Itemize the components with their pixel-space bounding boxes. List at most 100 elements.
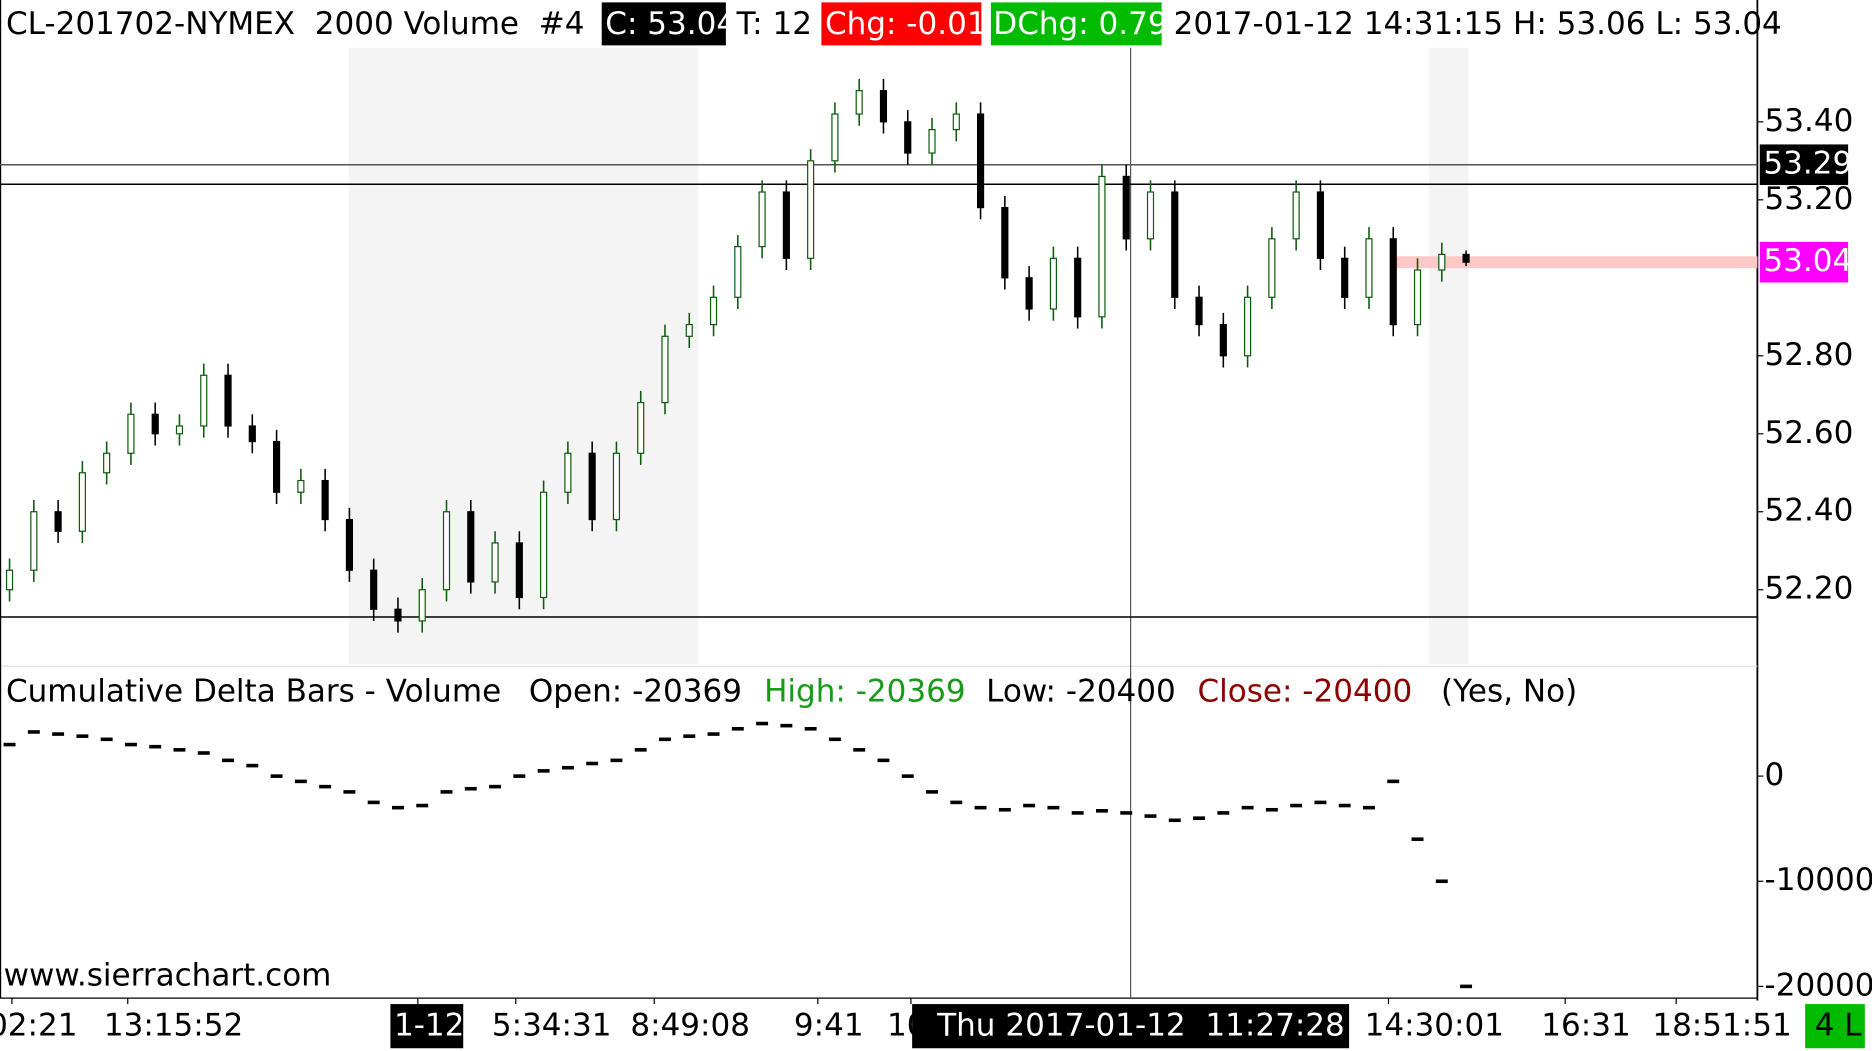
x-tick-label: 16:31 <box>1541 1008 1630 1044</box>
candle-body <box>200 374 208 427</box>
candle-body <box>1244 296 1252 357</box>
trades: T: 12 <box>736 6 812 42</box>
y-tick-label: 52.80 <box>1765 337 1854 373</box>
candle-body <box>151 413 159 435</box>
candle-body <box>442 511 451 591</box>
candle-body <box>54 511 62 532</box>
candle-body <box>1219 323 1227 357</box>
candle-body <box>78 472 86 532</box>
y-tick-label: 52.40 <box>1765 493 1854 529</box>
candle-body <box>1146 191 1155 240</box>
y-tick-label: -10000 <box>1765 862 1872 898</box>
candle-body <box>5 569 14 591</box>
dchange-box <box>990 2 1162 46</box>
session-shade <box>348 47 699 664</box>
status-box <box>1805 1004 1865 1049</box>
candle-body <box>1268 238 1276 298</box>
daily-change: DChg: 0.79 <box>993 6 1167 42</box>
candle-body <box>1292 191 1300 240</box>
candle-body <box>928 129 936 154</box>
x-tick-label: 14:30:01 <box>1365 1008 1504 1044</box>
candle-body <box>1049 257 1057 310</box>
y-tick-label: 0 <box>1765 757 1785 793</box>
candle-body <box>345 518 353 571</box>
candle-body <box>103 452 111 474</box>
candle-body <box>1413 269 1422 326</box>
candle-body <box>685 323 693 337</box>
candle-body <box>418 589 426 622</box>
candle-body <box>297 479 305 493</box>
candle-body <box>1462 253 1470 263</box>
candle-body <box>831 113 839 162</box>
candle-body <box>1074 257 1082 318</box>
candle-body <box>588 452 596 521</box>
y-tick-label: 53.20 <box>1765 181 1854 217</box>
candle-body <box>782 191 790 259</box>
cursor-box <box>912 1004 1350 1049</box>
status: 4 L <box>1815 1008 1863 1044</box>
candle-body <box>1438 253 1446 271</box>
footer: www.sierrachart.com <box>4 958 332 994</box>
candle-body <box>1365 238 1373 298</box>
candle-body <box>1316 191 1325 259</box>
cursor-label: Thu 2017-01-12 11:27:28 <box>936 1008 1345 1044</box>
study-flags: (Yes, No) <box>1441 673 1577 709</box>
candle-body <box>540 491 548 599</box>
study-low: Low: -20400 <box>986 673 1176 709</box>
x-tick-label: 13:15:52 <box>104 1008 243 1044</box>
price-panel: 52.20 52.40 52.60 52.80 53.20 53.40 53.29 53.04 <box>0 78 1854 633</box>
candle-body <box>855 90 863 115</box>
candle-body <box>661 335 669 404</box>
candle-body <box>1098 175 1106 318</box>
delta-panel: 0 -10000 -20000 <box>3 721 1872 1003</box>
y-tick-label: -20000 <box>1765 967 1872 1003</box>
candle-body <box>491 542 499 583</box>
candle-body <box>127 413 135 454</box>
session-shade <box>1429 47 1469 664</box>
price-label: 53.29 <box>1763 146 1852 182</box>
candle-body <box>879 90 888 123</box>
candle-body <box>709 296 718 326</box>
price-label-box <box>1759 144 1849 186</box>
study-title: Cumulative Delta Bars - Volume <box>6 673 501 709</box>
candle-body <box>1171 191 1179 298</box>
x-tick-label: 8:49:08 <box>630 1008 750 1044</box>
change-box <box>821 2 982 46</box>
close: C: 53.04 <box>605 6 736 42</box>
candle-body <box>1195 296 1203 326</box>
candle-body <box>807 160 815 259</box>
candle-body <box>976 113 985 209</box>
candle-body <box>321 479 329 521</box>
candle-body <box>734 246 742 298</box>
date-box <box>390 1004 464 1049</box>
candle-body <box>1025 277 1033 310</box>
y-tick-label: 52.20 <box>1765 571 1854 607</box>
x-tick-label: 1-12 <box>394 1008 464 1044</box>
candle-body <box>952 113 960 131</box>
study-high: High: -20369 <box>764 673 966 709</box>
y-tick-label: 53.40 <box>1765 103 1854 139</box>
price-label-box <box>1759 241 1849 283</box>
candle-body <box>904 121 912 154</box>
study-close: Close: -20400 <box>1197 673 1412 709</box>
x-tick-label: 02:21 <box>0 1008 77 1044</box>
candle-body <box>175 425 184 435</box>
x-tick-label: 18:51:51 <box>1652 1008 1791 1044</box>
y-tick-label: 52.60 <box>1765 415 1854 451</box>
x-tick-label: 9:41 <box>794 1008 864 1044</box>
symbol: CL-201702-NYMEX 2000 Volume #4 <box>6 6 585 42</box>
candle-body <box>30 511 38 571</box>
candle-body <box>564 452 572 493</box>
price-label: 53.04 <box>1763 243 1852 279</box>
candle-body <box>1389 238 1397 326</box>
candle-body <box>637 401 645 454</box>
change: Chg: -0.01 <box>825 6 987 42</box>
candle-body <box>1001 207 1009 279</box>
candle-body <box>248 425 256 443</box>
candle-body <box>273 440 281 493</box>
candle-body <box>224 374 232 427</box>
study-open: Open: -20369 <box>529 673 742 709</box>
last-price-band <box>1390 256 1758 269</box>
candle-body <box>758 191 766 248</box>
